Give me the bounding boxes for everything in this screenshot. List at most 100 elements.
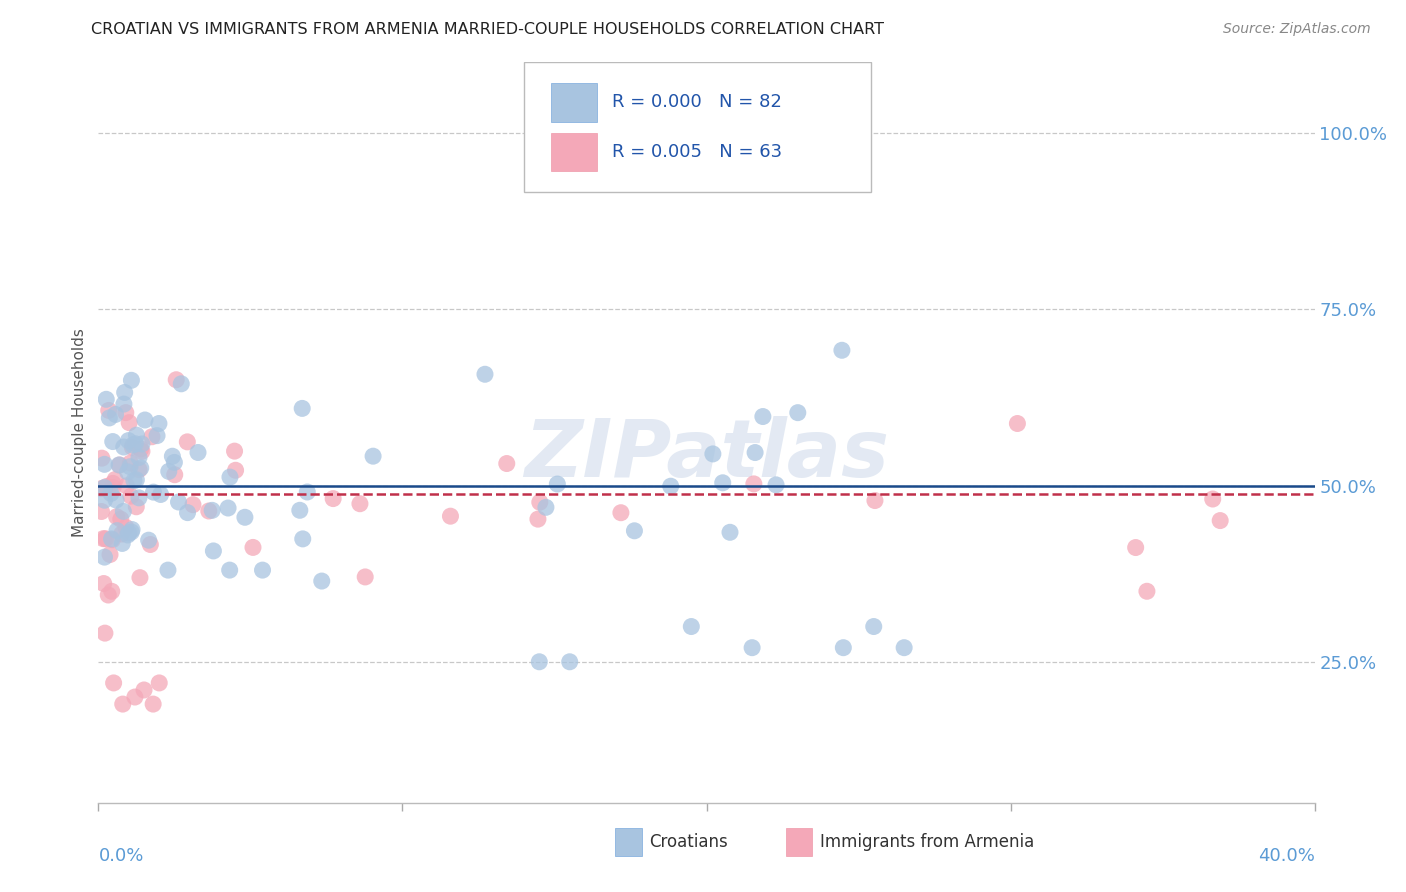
Point: [128, 491, 150, 505]
Point: [111, 536, 134, 550]
Point: [120, 489, 142, 503]
Point: [170, 376, 193, 391]
Point: [105, 509, 128, 524]
Point: [93, 576, 115, 591]
Point: [148, 676, 170, 690]
Point: [163, 455, 186, 469]
Point: [181, 498, 204, 512]
Point: [91, 532, 114, 546]
Point: [527, 512, 550, 526]
Point: [115, 520, 138, 534]
Point: [129, 461, 152, 475]
Point: [131, 437, 153, 451]
Point: [224, 444, 246, 458]
Point: [118, 416, 141, 430]
Point: [120, 373, 142, 387]
Point: [118, 459, 141, 474]
Point: [97, 588, 120, 602]
Point: [134, 413, 156, 427]
Bar: [551, 133, 598, 171]
Point: [112, 504, 135, 518]
Point: [165, 373, 187, 387]
Point: [142, 697, 165, 711]
Point: [862, 619, 884, 633]
Point: [863, 493, 886, 508]
Point: [752, 409, 775, 424]
Point: [101, 434, 124, 449]
Point: [129, 571, 152, 585]
Point: [90, 451, 112, 466]
Point: [103, 676, 125, 690]
Point: [610, 506, 633, 520]
Point: [142, 485, 165, 500]
Point: [176, 434, 198, 449]
Point: [100, 532, 122, 546]
Point: [108, 458, 131, 472]
Point: [546, 477, 568, 491]
Point: [96, 479, 118, 493]
Point: [1209, 514, 1232, 528]
Point: [131, 444, 153, 458]
Point: [242, 541, 264, 555]
Bar: [551, 83, 598, 121]
Text: Immigrants from Armenia: Immigrants from Armenia: [820, 833, 1033, 851]
Point: [623, 524, 645, 538]
Point: [361, 449, 384, 463]
Point: [291, 401, 314, 416]
Point: [149, 487, 172, 501]
Point: [104, 408, 127, 422]
Point: [110, 512, 132, 526]
Point: [124, 437, 146, 451]
Point: [124, 690, 146, 704]
Bar: [616, 828, 643, 856]
Point: [101, 476, 124, 491]
Point: [90, 504, 112, 518]
Point: [225, 463, 247, 477]
Point: [202, 544, 225, 558]
Y-axis label: Married-couple Households: Married-couple Households: [72, 328, 87, 537]
Point: [157, 464, 180, 478]
Point: [167, 495, 190, 509]
Point: [122, 438, 145, 452]
Point: [129, 442, 152, 456]
Point: [96, 392, 118, 407]
Point: [187, 445, 209, 459]
Point: [112, 440, 135, 454]
Point: [474, 368, 496, 382]
Point: [93, 458, 115, 472]
Point: [128, 463, 150, 477]
Point: [1202, 491, 1225, 506]
Point: [217, 501, 239, 516]
Point: [558, 655, 581, 669]
Point: [354, 570, 377, 584]
Point: [218, 563, 240, 577]
Point: [786, 406, 808, 420]
Point: [219, 470, 242, 484]
Point: [100, 584, 122, 599]
Point: [100, 486, 122, 500]
Point: [702, 447, 724, 461]
Text: R = 0.000   N = 82: R = 0.000 N = 82: [612, 93, 782, 111]
Text: 40.0%: 40.0%: [1258, 847, 1315, 865]
Point: [93, 481, 115, 495]
Point: [101, 481, 124, 495]
Point: [146, 428, 169, 442]
Point: [97, 403, 120, 417]
Point: [831, 343, 853, 358]
Point: [893, 640, 915, 655]
Point: [311, 574, 333, 588]
Point: [297, 485, 319, 500]
Point: [529, 655, 551, 669]
Point: [93, 493, 115, 508]
Point: [117, 465, 139, 479]
Point: [176, 506, 198, 520]
Point: [105, 524, 128, 538]
Text: 0.0%: 0.0%: [98, 847, 143, 865]
Point: [832, 640, 855, 655]
Point: [741, 640, 763, 655]
Point: [90, 482, 112, 496]
Point: [529, 495, 551, 509]
FancyBboxPatch shape: [524, 62, 870, 192]
Point: [252, 563, 274, 577]
Point: [349, 497, 371, 511]
